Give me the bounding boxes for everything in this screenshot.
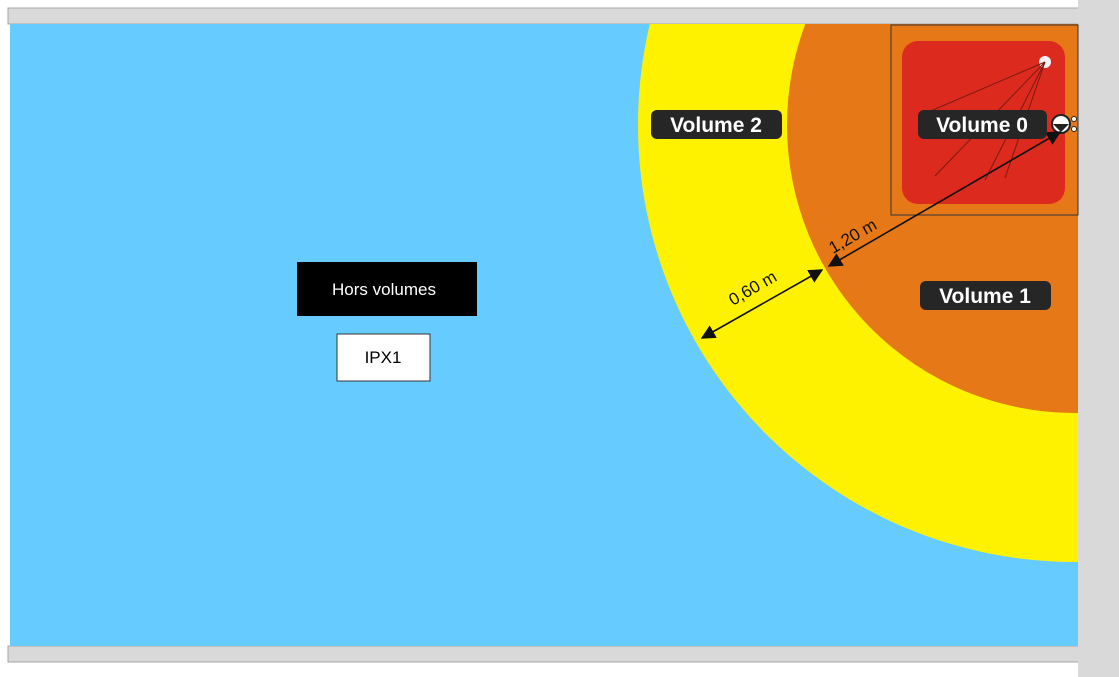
ip-rating-badge: IPX1 bbox=[336, 333, 431, 382]
volume-1-label-text: Volume 1 bbox=[939, 285, 1031, 308]
dimension-line-volume-1 bbox=[827, 131, 1062, 267]
volume-2-label-text: Volume 2 bbox=[670, 114, 762, 137]
right-wall bbox=[1078, 0, 1119, 677]
volume-1-label: Volume 1 bbox=[920, 281, 1051, 310]
dimension-line-volume-2 bbox=[700, 269, 824, 339]
bottom-wall bbox=[7, 645, 1081, 663]
shower-outlet-icon bbox=[1051, 114, 1077, 134]
outside-volumes-label-text: Hors volumes bbox=[332, 280, 436, 299]
volume-2-label: Volume 2 bbox=[651, 110, 782, 139]
volume-0-label-text: Volume 0 bbox=[936, 114, 1028, 137]
volume-0-label: Volume 0 bbox=[918, 110, 1047, 139]
outside-volumes-label: Hors volumes bbox=[297, 262, 477, 316]
ip-rating-text: IPX1 bbox=[365, 348, 402, 367]
top-wall bbox=[7, 7, 1081, 25]
